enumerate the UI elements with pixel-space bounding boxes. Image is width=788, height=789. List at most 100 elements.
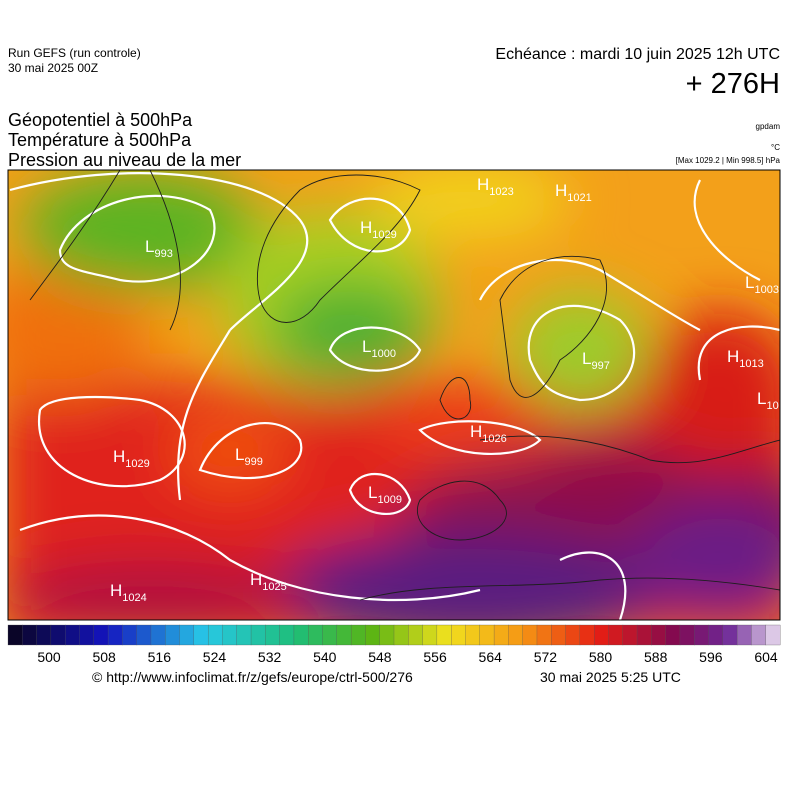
generated-time: 30 mai 2025 5:25 UTC: [540, 669, 681, 685]
colorbar-swatch: [465, 624, 481, 646]
center-type: H: [360, 218, 372, 237]
pressure-center: L1003: [745, 273, 779, 296]
pressure-center: H1023: [477, 175, 514, 198]
colorbar-swatch: [250, 624, 266, 646]
colorbar-swatch: [722, 624, 738, 646]
center-type: L: [362, 337, 371, 356]
lead-time: + 276H: [685, 68, 780, 100]
center-value: 1029: [125, 458, 149, 470]
colorbar-label: 572: [534, 649, 558, 665]
colorbar-swatch: [179, 624, 195, 646]
colorbar-swatch: [222, 624, 238, 646]
colorbar-swatch: [765, 624, 781, 646]
colorbar-swatch: [308, 624, 323, 646]
center-value: 1029: [372, 229, 396, 241]
colorbar-swatch: [522, 624, 538, 646]
pressure-center: L10: [757, 389, 779, 412]
colorbar-swatch: [436, 624, 452, 646]
pressure-center: L1000: [362, 337, 396, 360]
colorbar-swatch: [536, 624, 552, 646]
center-type: L: [745, 273, 754, 292]
colorbar-swatch: [551, 624, 567, 646]
center-type: H: [555, 181, 567, 200]
colorbar-swatch: [322, 624, 338, 646]
center-type: H: [727, 347, 739, 366]
field: Pression au niveau de la mer: [8, 150, 242, 170]
pressure-center: H1025: [250, 570, 287, 593]
colorbar-swatch: [622, 624, 638, 646]
colorbar-label: 508: [92, 649, 116, 665]
colorbar-swatch: [608, 624, 624, 646]
colorbar-swatch: [122, 624, 138, 646]
center-value: 1025: [262, 581, 286, 593]
colorbar-swatch: [136, 624, 152, 646]
colorbar-label: 588: [644, 649, 668, 665]
colorbar-swatch: [279, 624, 295, 646]
colorbar-swatch: [651, 624, 667, 646]
colorbar-swatch: [265, 624, 281, 646]
colorbar-label: 516: [148, 649, 172, 665]
center-value: 10: [766, 400, 778, 412]
center-type: H: [110, 581, 122, 600]
colorbar-swatch: [22, 624, 38, 646]
field: Température à 500hPa: [8, 130, 192, 150]
colorbar-swatch: [193, 624, 209, 646]
colorbar-swatch: [336, 624, 352, 646]
unit: °C: [771, 143, 780, 152]
colorbar-label: 604: [754, 649, 778, 665]
center-value: 1024: [122, 592, 146, 604]
colorbar-swatch: [679, 624, 695, 646]
center-value: 1000: [371, 348, 395, 360]
colorbar-swatch: [751, 624, 767, 646]
pressure-center: H1024: [110, 581, 147, 604]
center-value: 1003: [754, 284, 778, 296]
colorbar-swatch: [508, 624, 524, 646]
colorbar-swatch: [665, 624, 681, 646]
colorbar-swatch: [65, 624, 80, 646]
colorbar-swatch: [207, 624, 223, 646]
map-field: [8, 170, 780, 620]
center-type: L: [235, 445, 244, 464]
colorbar-swatch: [694, 624, 709, 646]
colorbar-swatch: [493, 624, 509, 646]
colorbar-swatch: [736, 624, 752, 646]
colorbar-swatch: [93, 624, 109, 646]
center-type: H: [113, 447, 125, 466]
pressure-center: H1029: [113, 447, 150, 470]
pressure-center: H1021: [555, 181, 592, 204]
center-type: L: [757, 389, 766, 408]
colorbar-swatch: [565, 624, 581, 646]
colorbar-label: 524: [203, 649, 227, 665]
colorbar-label: 540: [313, 649, 337, 665]
colorbar-swatch: [107, 624, 123, 646]
colorbar-swatch: [379, 624, 395, 646]
center-value: 1026: [482, 433, 506, 445]
center-type: H: [477, 175, 489, 194]
colorbar-swatch: [451, 624, 466, 646]
echeance: Echéance : mardi 10 juin 2025 12h UTC: [495, 46, 780, 63]
pressure-center: H1013: [727, 347, 764, 370]
unit: gpdam: [755, 122, 780, 131]
center-type: L: [368, 483, 377, 502]
colorbar-swatch: [36, 624, 52, 646]
colorbar-label: 580: [589, 649, 613, 665]
colorbar-swatch: [422, 624, 438, 646]
colorbar-swatch: [579, 624, 595, 646]
colorbar-swatch: [79, 624, 95, 646]
colorbar-swatch: [479, 624, 495, 646]
center-type: H: [250, 570, 262, 589]
colorbar-swatch: [236, 624, 252, 646]
center-value: 1023: [489, 186, 513, 198]
colorbar-label: 500: [37, 649, 61, 665]
colorbar-swatch: [350, 624, 366, 646]
pressure-center: H1026: [470, 422, 507, 445]
coastlines: [29, 170, 780, 601]
center-value: 999: [244, 456, 262, 468]
colorbar-label: 532: [258, 649, 282, 665]
colorbar-swatch: [593, 624, 609, 646]
run-date: 30 mai 2025 00Z: [8, 61, 99, 75]
source-url: © http://www.infoclimat.fr/z/gefs/europe…: [92, 669, 413, 685]
center-type: L: [582, 349, 591, 368]
